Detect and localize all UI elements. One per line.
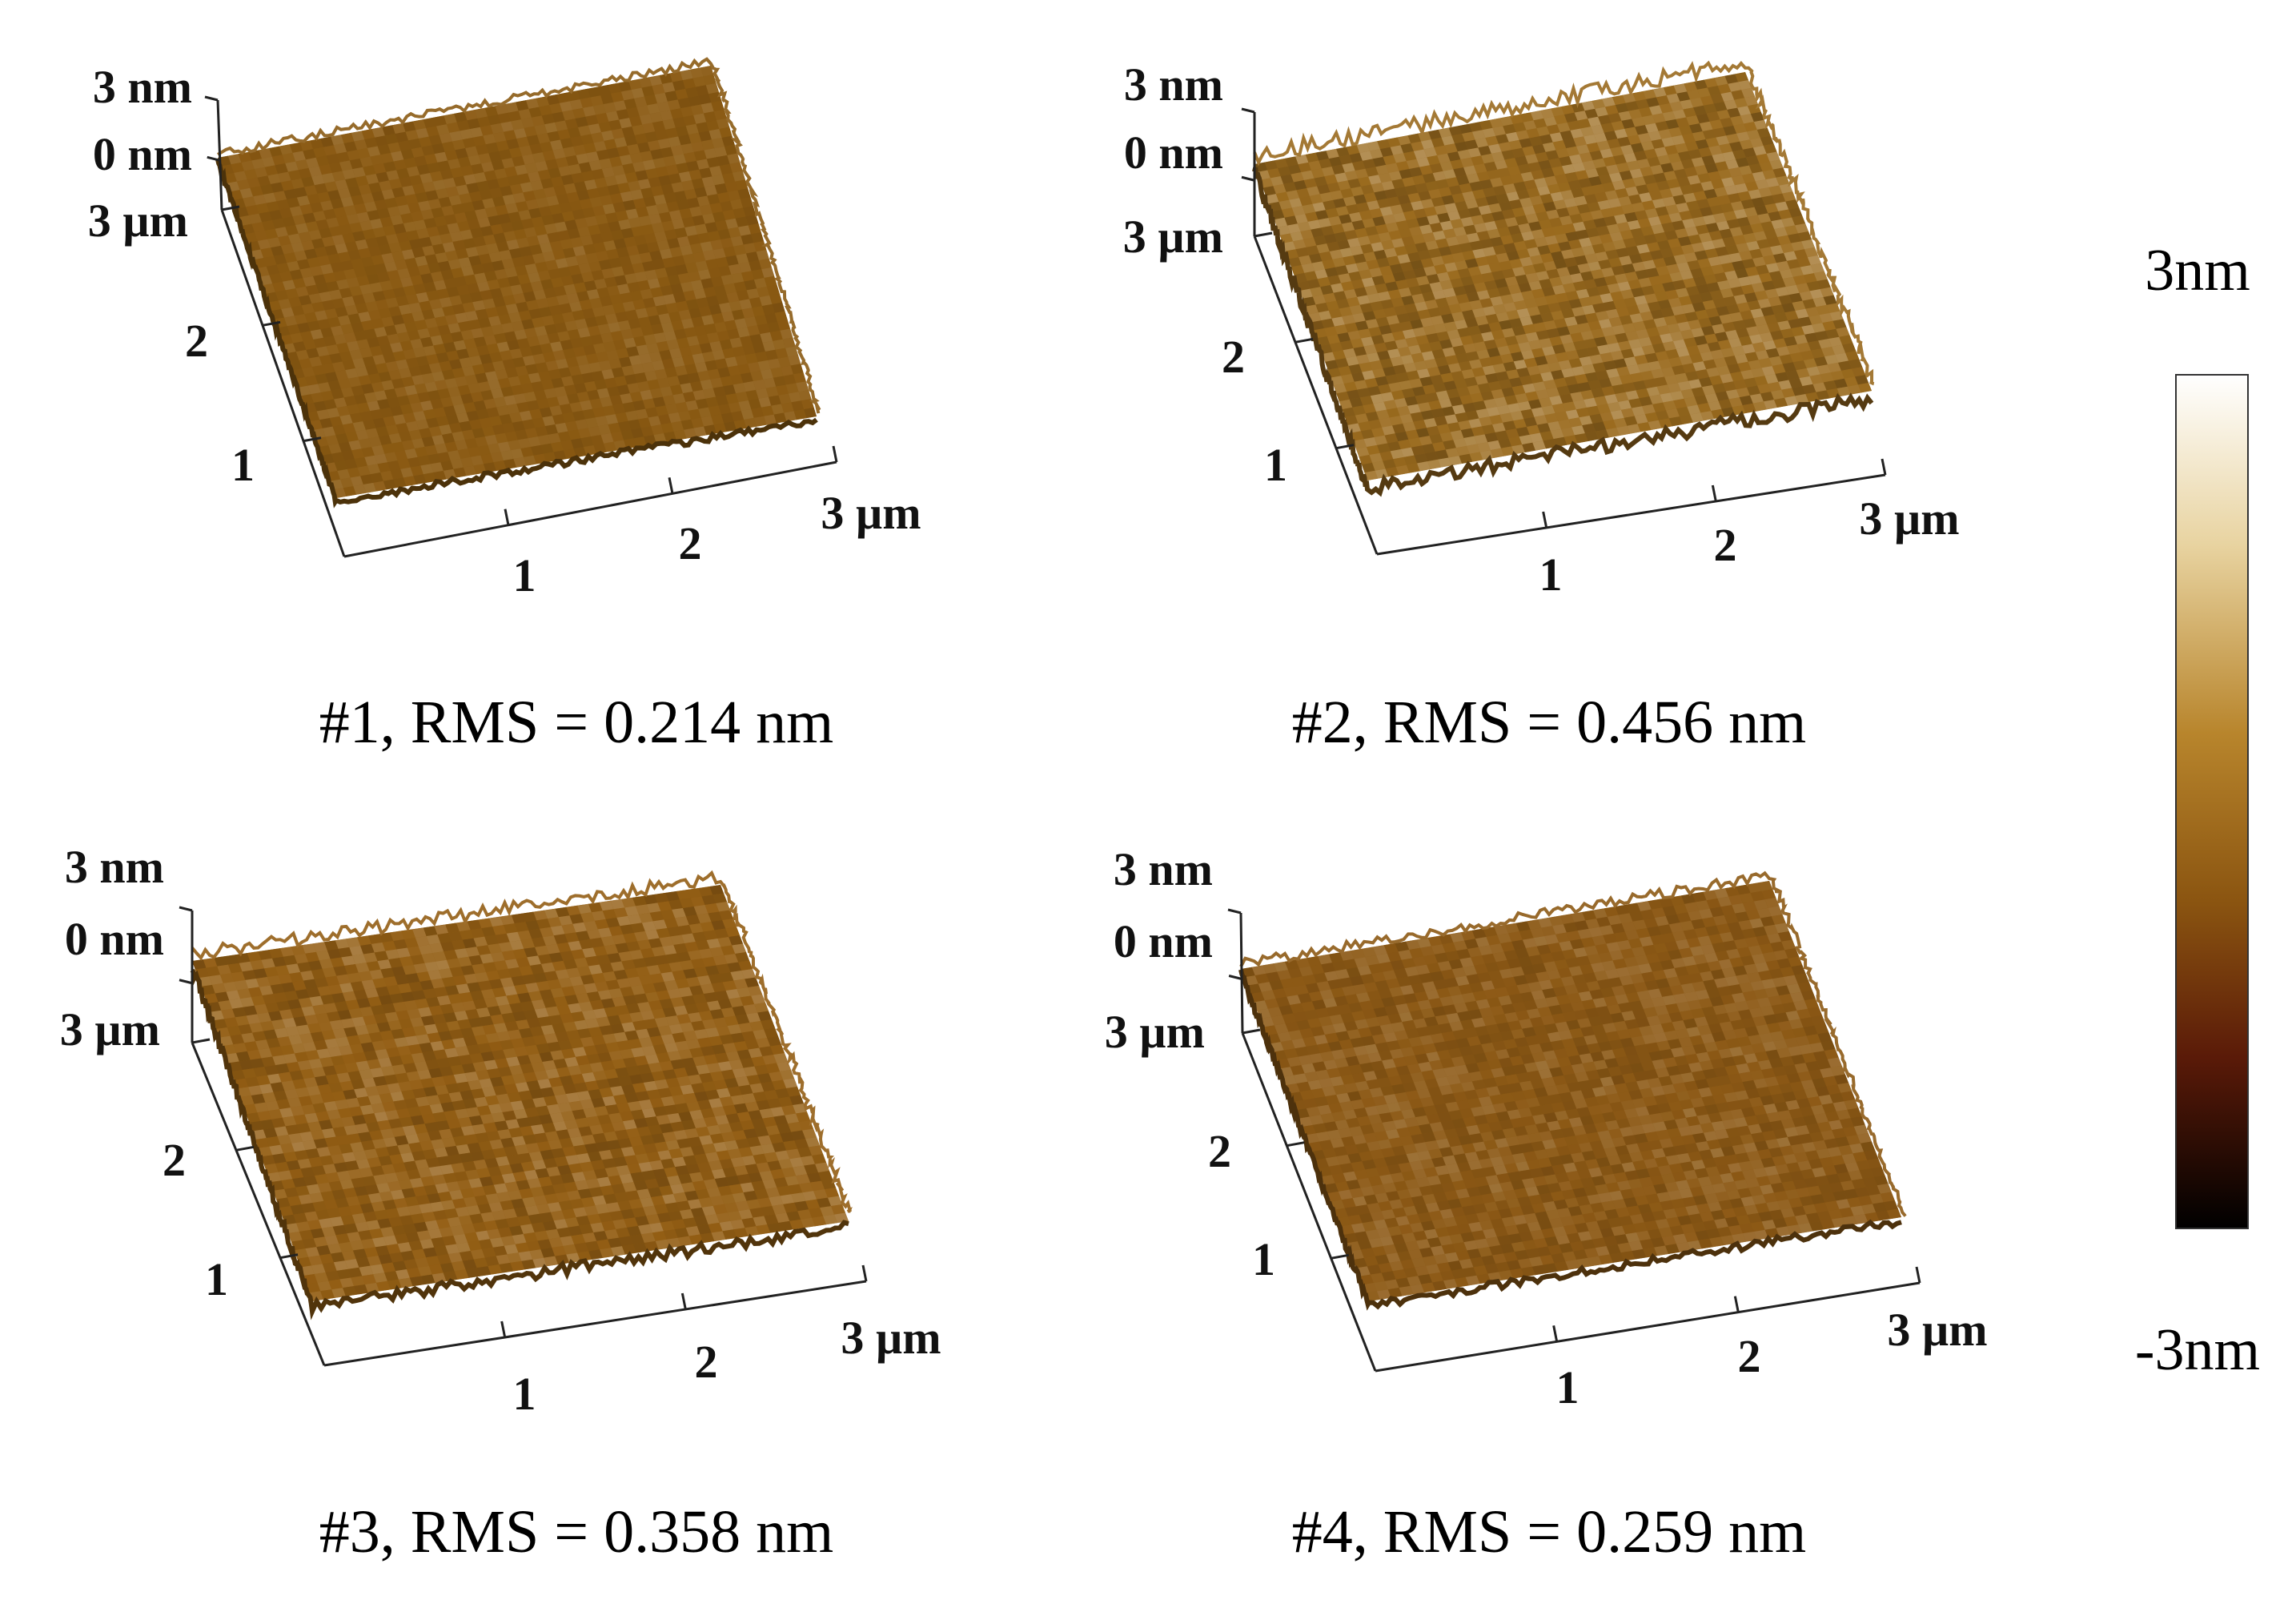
z-axis-label: 0 nm bbox=[1114, 915, 1213, 967]
afm-panel-4: 3 nm 0 nm 3 µm 2 1 1 2 3 µm #4, RMS = 0.259 nm bbox=[1105, 843, 1988, 1566]
afm-surface-texture bbox=[1254, 72, 1872, 480]
x-axis-label: 1 bbox=[1556, 1361, 1580, 1413]
x-axis-label: 2 bbox=[679, 517, 702, 569]
panel-caption: #3, RMS = 0.358 nm bbox=[319, 1498, 834, 1566]
afm-axes bbox=[204, 95, 838, 558]
x-axis-label: 2 bbox=[1714, 519, 1737, 571]
z-axis-label: 0 nm bbox=[93, 128, 192, 180]
afm-surface-edge bbox=[190, 870, 853, 1321]
y-axis-label: 3 µm bbox=[60, 1003, 160, 1055]
y-axis-label: 1 bbox=[1252, 1233, 1275, 1285]
z-axis-label: 3 nm bbox=[1124, 58, 1223, 111]
panel-caption: #1, RMS = 0.214 nm bbox=[319, 689, 834, 756]
y-axis-label: 1 bbox=[1264, 439, 1287, 491]
afm-surface-edge bbox=[1238, 870, 1907, 1311]
y-axis-label: 2 bbox=[163, 1134, 186, 1186]
afm-axes bbox=[179, 906, 868, 1367]
colorbar-gradient bbox=[2175, 374, 2249, 1229]
afm-axes bbox=[1241, 107, 1887, 556]
afm-panel-3: 3 nm 0 nm 3 µm 2 1 1 2 3 µm #3, RMS = 0.358 nm bbox=[60, 841, 941, 1566]
x-axis-label: 2 bbox=[1738, 1330, 1761, 1382]
afm-panel-2: 3 nm 0 nm 3 µm 2 1 1 2 3 µm #2, RMS = 0.456 nm bbox=[1123, 58, 1960, 756]
z-axis-label: 0 nm bbox=[1124, 127, 1223, 179]
colorbar-max-label: 3nm bbox=[2145, 238, 2250, 303]
x-axis-label: 3 µm bbox=[1859, 492, 1959, 545]
afm-axes bbox=[1227, 908, 1921, 1373]
x-axis-label: 2 bbox=[695, 1336, 718, 1388]
colorbar: 3nm -3nm bbox=[2135, 238, 2260, 1383]
y-axis-label: 3 µm bbox=[1123, 211, 1223, 263]
x-axis-label: 3 µm bbox=[841, 1312, 941, 1364]
y-axis-label: 2 bbox=[185, 315, 208, 367]
y-axis-label: 2 bbox=[1222, 331, 1245, 383]
panel-caption: #4, RMS = 0.259 nm bbox=[1292, 1498, 1807, 1566]
panel-caption: #2, RMS = 0.456 nm bbox=[1292, 689, 1807, 756]
x-axis-label: 3 µm bbox=[1887, 1304, 1987, 1356]
afm-surface-texture bbox=[1241, 881, 1901, 1301]
colorbar-min-label: -3nm bbox=[2135, 1317, 2260, 1383]
afm-surface-texture bbox=[218, 66, 817, 498]
y-axis-label: 2 bbox=[1208, 1125, 1231, 1177]
y-axis-label: 1 bbox=[205, 1253, 228, 1305]
x-axis-label: 3 µm bbox=[821, 487, 921, 539]
y-axis-label: 3 µm bbox=[1105, 1006, 1205, 1058]
x-axis-label: 1 bbox=[513, 549, 536, 601]
x-axis-label: 1 bbox=[1539, 549, 1563, 601]
y-axis-label: 3 µm bbox=[88, 195, 188, 247]
afm-surface-texture bbox=[192, 885, 849, 1301]
afm-surface-edge bbox=[1252, 60, 1875, 497]
z-axis-label: 3 nm bbox=[65, 841, 164, 893]
z-axis-label: 0 nm bbox=[65, 913, 164, 965]
afm-panel-1: 3 nm 0 nm 3 µm 2 1 1 2 3 µm #1, RMS = 0.214 nm bbox=[88, 57, 921, 756]
afm-surface-edge bbox=[215, 57, 821, 509]
z-axis-label: 3 nm bbox=[1114, 843, 1213, 895]
x-axis-label: 1 bbox=[513, 1368, 536, 1420]
y-axis-label: 1 bbox=[231, 439, 255, 491]
z-axis-label: 3 nm bbox=[93, 61, 192, 113]
